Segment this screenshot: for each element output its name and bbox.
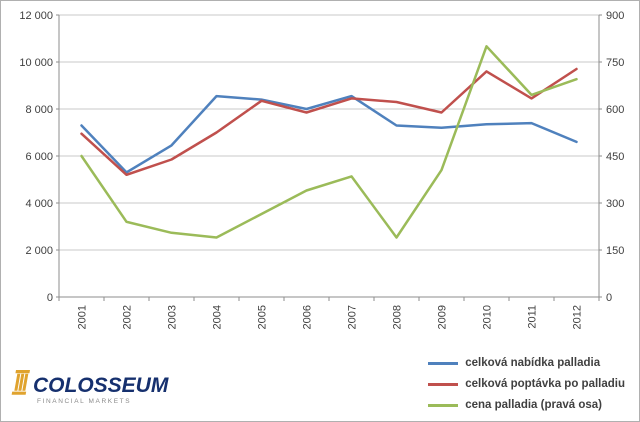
svg-text:2 000: 2 000: [25, 245, 53, 257]
svg-text:600: 600: [606, 104, 624, 116]
svg-text:2012: 2012: [572, 305, 584, 329]
legend: celková nabídka palladia celková poptávk…: [428, 357, 625, 411]
legend-swatch: [428, 382, 459, 386]
svg-text:2011: 2011: [527, 305, 539, 329]
chart-svg: 12 000 10 000 8 000 6 000 4 000 2 000 0 900 750 6…: [19, 10, 624, 329]
svg-text:12 000: 12 000: [19, 10, 53, 22]
svg-text:900: 900: [606, 10, 624, 22]
svg-text:0: 0: [606, 292, 612, 304]
svg-text:2008: 2008: [392, 305, 404, 329]
svg-text:150: 150: [606, 245, 624, 257]
legend-item: celková poptávka po palladiu: [428, 378, 625, 390]
svg-text:2001: 2001: [77, 305, 89, 329]
svg-text:0: 0: [47, 292, 53, 304]
legend-label: celková nabídka palladia: [465, 357, 601, 369]
svg-text:10 000: 10 000: [19, 57, 53, 69]
svg-text:6 000: 6 000: [25, 151, 53, 163]
svg-text:2002: 2002: [122, 305, 134, 329]
colosseum-logo: COLOSSEUM FINANCIAL MARKETS: [11, 370, 168, 405]
legend-label: celková poptávka po palladiu: [465, 378, 625, 390]
svg-text:300: 300: [606, 198, 624, 210]
svg-text:2006: 2006: [302, 305, 314, 329]
legend-swatch: [428, 361, 459, 365]
svg-text:2004: 2004: [212, 305, 224, 329]
column-icon: [11, 370, 30, 395]
svg-text:750: 750: [606, 57, 624, 69]
svg-text:2003: 2003: [167, 305, 179, 329]
svg-text:2005: 2005: [257, 305, 269, 329]
svg-text:4 000: 4 000: [25, 198, 53, 210]
svg-text:2007: 2007: [347, 305, 359, 329]
svg-text:450: 450: [606, 151, 624, 163]
legend-item: celková nabídka palladia: [428, 357, 625, 369]
svg-text:8 000: 8 000: [25, 104, 53, 116]
legend-item: cena palladia (pravá osa): [428, 399, 625, 411]
legend-label: cena palladia (pravá osa): [465, 399, 603, 411]
logo-wordmark: COLOSSEUM: [33, 374, 169, 397]
svg-text:2010: 2010: [482, 305, 494, 329]
svg-text:2009: 2009: [437, 305, 449, 329]
logo-subtitle: FINANCIAL MARKETS: [37, 398, 132, 405]
legend-swatch: [428, 403, 459, 407]
